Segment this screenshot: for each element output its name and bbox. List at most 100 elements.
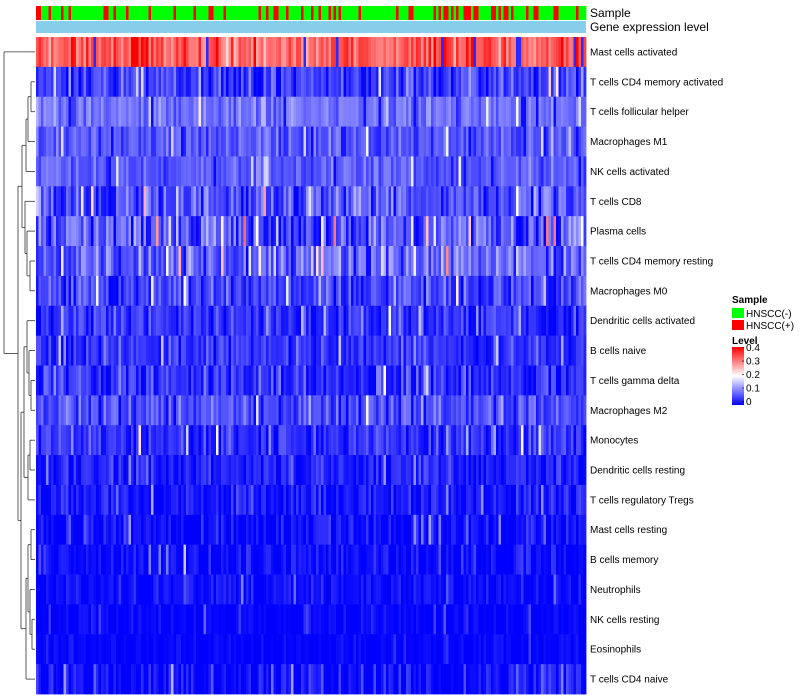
heatmap-cell	[341, 305, 344, 337]
heatmap-cell	[538, 216, 542, 247]
heatmap-cell	[198, 305, 202, 337]
heatmap-cell	[438, 275, 442, 307]
heatmap-cell	[553, 37, 557, 68]
heatmap-cell	[566, 246, 569, 277]
heatmap-cell	[336, 96, 339, 127]
heatmap-cell	[203, 126, 207, 157]
heatmap-cell	[578, 604, 582, 635]
sample-cell	[51, 6, 54, 20]
heatmap-cell	[256, 186, 259, 217]
heatmap-cell	[111, 664, 114, 695]
heatmap-cell	[53, 126, 57, 157]
heatmap-cell	[283, 246, 287, 277]
heatmap-cell	[163, 156, 167, 187]
heatmap-cell	[281, 66, 284, 98]
heatmap-cell	[433, 216, 437, 247]
heatmap-cell	[421, 395, 424, 426]
heatmap-cell	[116, 275, 119, 307]
heatmap-cell	[168, 514, 172, 546]
heatmap-cell	[166, 96, 169, 127]
heatmap-cell	[223, 604, 227, 635]
heatmap-cell	[236, 96, 239, 127]
heatmap-cell	[158, 37, 162, 68]
heatmap-cell	[336, 574, 339, 605]
heatmap-cell	[328, 37, 332, 68]
heatmap-cell	[373, 156, 377, 187]
heatmap-cell	[321, 335, 324, 366]
heatmap-cell	[143, 395, 147, 426]
heatmap-cell	[216, 156, 219, 187]
heatmap-cell	[108, 425, 112, 456]
heatmap-cell	[493, 484, 497, 516]
heatmap-cell	[158, 395, 162, 426]
heatmap-cell	[396, 96, 399, 127]
heatmap-cell	[63, 305, 67, 337]
sample-cell	[401, 6, 404, 20]
sample-cell	[128, 6, 132, 20]
heatmap-cell	[456, 425, 459, 456]
heatmap-cell	[301, 544, 304, 575]
heatmap-cell	[486, 484, 489, 516]
heatmap-cell	[221, 664, 224, 695]
heatmap-cell	[368, 395, 372, 426]
heatmap-cell	[426, 96, 429, 127]
heatmap-cell	[383, 604, 387, 635]
heatmap-cell	[303, 514, 307, 546]
heatmap-cell	[378, 305, 382, 337]
heatmap-cell	[186, 514, 189, 546]
heatmap-cell	[561, 216, 564, 247]
heatmap-cell	[78, 335, 82, 366]
heatmap-cell	[123, 37, 127, 68]
heatmap-cell	[551, 305, 554, 337]
heatmap-cell	[93, 156, 97, 187]
heatmap-cell	[411, 275, 414, 307]
heatmap-cell	[373, 425, 377, 456]
heatmap-cell	[93, 96, 97, 127]
heatmap-cell	[341, 335, 344, 366]
heatmap-cell	[56, 455, 59, 486]
heatmap-cell	[148, 246, 152, 277]
heatmap-cell	[278, 395, 282, 426]
heatmap-cell	[218, 37, 222, 68]
heatmap-cell	[531, 66, 534, 98]
heatmap-cell	[291, 305, 294, 337]
heatmap-cell	[58, 96, 62, 127]
heatmap-cell	[83, 126, 87, 157]
heatmap-cell	[233, 425, 237, 456]
heatmap-cell	[143, 634, 147, 665]
heatmap-cell	[226, 604, 229, 635]
heatmap-cell	[411, 365, 414, 396]
heatmap-cell	[486, 96, 489, 127]
heatmap-cell	[258, 96, 262, 127]
heatmap-cell	[46, 365, 49, 396]
heatmap-cell	[426, 126, 429, 157]
heatmap-cell	[483, 484, 487, 516]
sample-cell	[563, 6, 567, 20]
heatmap-cell	[78, 425, 82, 456]
heatmap-cell	[413, 455, 417, 486]
heatmap-cell	[243, 604, 247, 635]
heatmap-cell	[273, 305, 277, 337]
heatmap-cell	[463, 96, 467, 127]
heatmap-cell	[528, 275, 532, 307]
heatmap-cell	[583, 574, 587, 605]
heatmap-cell	[303, 186, 307, 217]
heatmap-cell	[536, 335, 539, 366]
heatmap-cell	[366, 156, 369, 187]
heatmap-cell	[511, 484, 514, 516]
heatmap-cell	[218, 634, 222, 665]
heatmap-cell	[513, 246, 517, 277]
heatmap-cell	[401, 37, 404, 68]
heatmap-cell	[513, 604, 517, 635]
heatmap-cell	[161, 544, 164, 575]
heatmap-cell	[458, 66, 462, 98]
heatmap-cell	[396, 275, 399, 307]
heatmap-cell	[346, 126, 349, 157]
heatmap-cell	[446, 305, 449, 337]
heatmap-cell	[38, 335, 42, 366]
heatmap-cell	[308, 484, 312, 516]
heatmap-cell	[201, 425, 204, 456]
heatmap-cell	[218, 156, 222, 187]
heatmap-cell	[268, 216, 272, 247]
heatmap-cell	[556, 216, 559, 247]
